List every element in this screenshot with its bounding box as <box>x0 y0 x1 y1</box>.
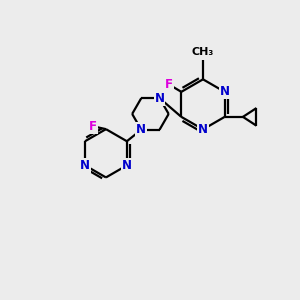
Text: F: F <box>165 78 173 91</box>
Text: N: N <box>154 92 164 105</box>
Text: N: N <box>198 123 208 136</box>
Text: N: N <box>122 159 132 172</box>
Text: F: F <box>89 120 97 133</box>
Text: N: N <box>136 123 146 136</box>
Text: N: N <box>220 85 230 98</box>
Text: CH₃: CH₃ <box>192 47 214 57</box>
Text: N: N <box>80 159 90 172</box>
